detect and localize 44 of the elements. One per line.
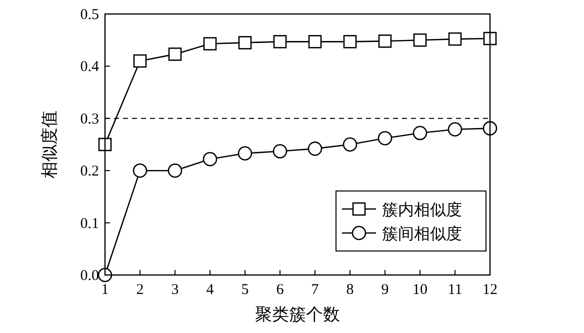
point	[413, 33, 427, 47]
x-tick-label: 12	[482, 282, 498, 298]
point	[168, 163, 182, 178]
point	[308, 142, 322, 156]
x-tick-label: 3	[171, 282, 179, 298]
x-tick-label: 4	[206, 282, 214, 298]
point	[98, 268, 112, 282]
x-tick-label: 7	[311, 282, 320, 298]
point	[272, 144, 288, 158]
point	[378, 34, 392, 48]
point	[448, 32, 462, 46]
x-tick-label: 1	[101, 282, 109, 298]
legend-label: 簇内相似度	[382, 201, 462, 219]
x-tick-label: 11	[448, 282, 462, 298]
point	[168, 48, 182, 61]
point	[378, 131, 392, 146]
point	[343, 35, 357, 48]
point	[203, 37, 217, 50]
y-axis-title: 相似度值	[40, 110, 59, 178]
point	[133, 54, 147, 68]
point	[482, 121, 498, 136]
y-tick-label: 0.3	[80, 111, 99, 128]
y-tick-label: 0.2	[80, 164, 99, 180]
y-tick-label: 0.0	[80, 268, 99, 284]
x-tick-label: 6	[276, 282, 284, 298]
x-tick-label: 9	[381, 282, 389, 298]
point	[342, 137, 358, 152]
point	[238, 36, 252, 50]
x-tick-label: 8	[346, 282, 354, 298]
point	[308, 35, 322, 48]
x-tick-label: 5	[241, 282, 249, 298]
x-axis-title: 聚类簇个数	[255, 305, 340, 324]
y-tick-label: 0.5	[80, 7, 99, 23]
x-tick-label: 10	[412, 282, 428, 298]
point	[202, 152, 218, 166]
x-tick-label: 2	[136, 282, 144, 298]
y-tick-label: 0.4	[80, 59, 100, 76]
y-tick-label: 0.1	[80, 216, 99, 232]
legend-label: 簇间相似度	[382, 225, 462, 243]
point	[412, 126, 428, 140]
point	[132, 163, 148, 178]
point	[273, 35, 287, 48]
point	[448, 122, 462, 137]
point	[238, 146, 252, 161]
